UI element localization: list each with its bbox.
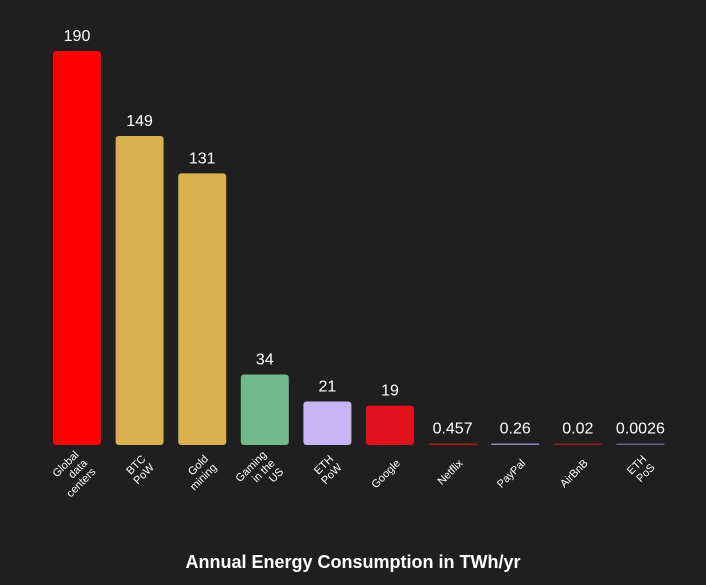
category-label-6: Netflix [435, 457, 465, 487]
bar-5 [366, 405, 414, 445]
bar-0 [53, 51, 101, 445]
category-label-8-line-0: AirBnB [558, 457, 591, 490]
bar-7 [491, 443, 540, 445]
category-label-5: Google [369, 457, 403, 491]
bar-2 [178, 173, 227, 446]
category-label-8: AirBnB [558, 457, 591, 490]
value-label-8: 0.02 [562, 421, 593, 438]
bar-4 [303, 401, 352, 445]
value-label-9: 0.0026 [616, 421, 665, 438]
bar-1 [115, 136, 164, 445]
value-label-7: 0.26 [500, 421, 531, 438]
category-label-7-line-0: PayPal [495, 457, 528, 490]
bar-8 [553, 443, 602, 445]
value-label-6: 0.457 [433, 421, 473, 438]
value-label-0: 190 [64, 28, 91, 45]
category-label-6-line-0: Netflix [435, 457, 465, 487]
value-label-5: 19 [381, 383, 399, 400]
value-label-2: 131 [189, 150, 216, 167]
chart-title: Annual Energy Consumption in TWh/yr [185, 552, 521, 572]
value-label-1: 149 [126, 113, 153, 130]
category-label-7: PayPal [495, 457, 528, 490]
category-label-5-line-0: Google [369, 457, 403, 491]
bar-9 [616, 443, 665, 445]
value-label-3: 34 [256, 351, 274, 368]
value-label-4: 21 [319, 378, 337, 395]
bar-6 [428, 443, 477, 445]
bar-3 [240, 374, 289, 445]
